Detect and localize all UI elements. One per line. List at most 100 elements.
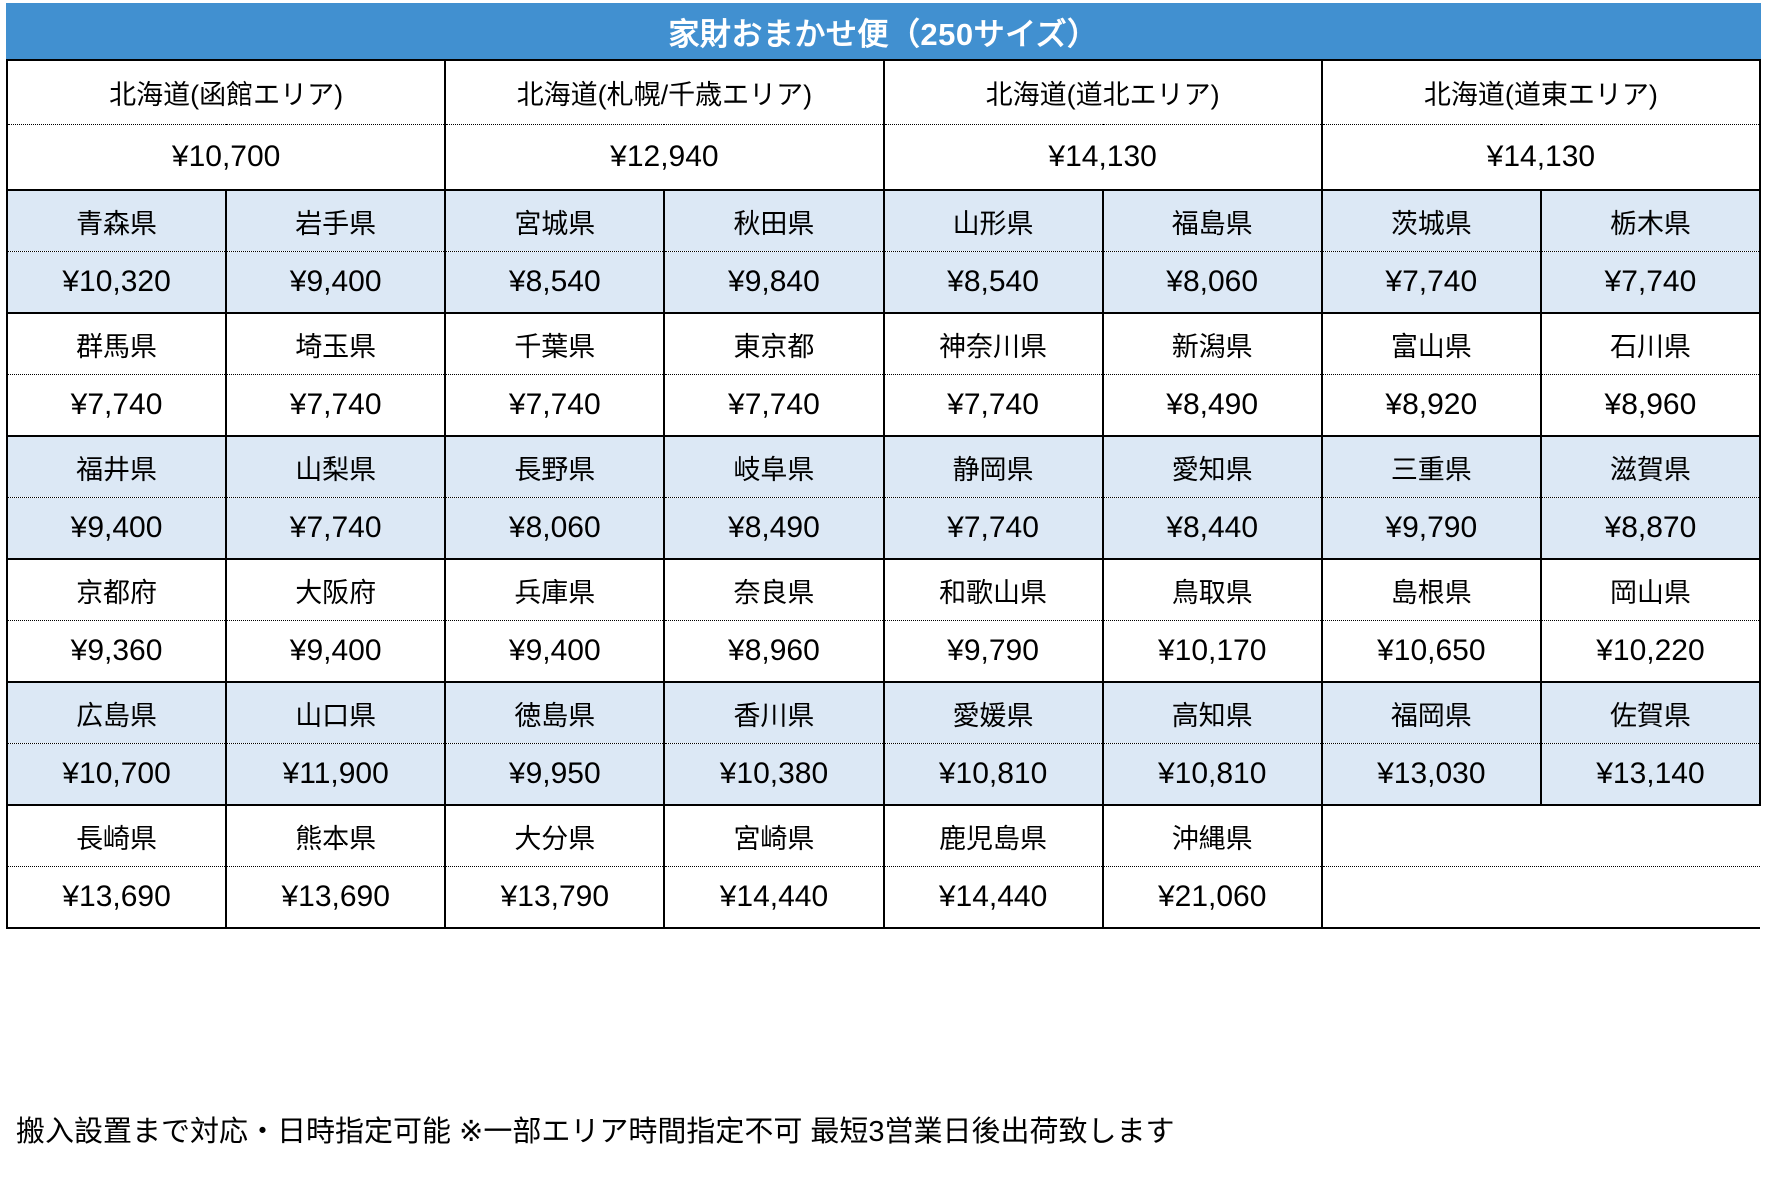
region-name-cell: 北海道(函館エリア) — [5, 59, 447, 125]
prefecture-name-cell: 愛知県 — [1101, 435, 1323, 498]
prefecture-name-cell: 神奈川県 — [882, 312, 1104, 375]
prefecture-name-cell: 京都府 — [5, 558, 228, 621]
prefecture-price-cell: ¥10,320 — [5, 251, 228, 314]
prefecture-name-cell: 三重県 — [1320, 435, 1542, 498]
prefecture-price-cell: ¥9,790 — [1320, 497, 1542, 560]
prefecture-name-cell: 島根県 — [1320, 558, 1542, 621]
prefecture-name-cell: 山形県 — [882, 189, 1104, 252]
prefecture-price-cell: ¥7,740 — [1539, 251, 1762, 314]
prefecture-name-cell: 新潟県 — [1101, 312, 1323, 375]
empty-cell — [1321, 866, 1541, 929]
region-price-cell: ¥12,940 — [444, 124, 885, 191]
prefecture-name-cell: 長崎県 — [5, 804, 228, 867]
prefecture-price-cell: ¥14,440 — [663, 866, 885, 929]
prefecture-price-cell: ¥10,380 — [663, 743, 885, 806]
prefecture-price-cell: ¥7,740 — [882, 374, 1104, 437]
prefecture-price-cell: ¥10,170 — [1101, 620, 1323, 683]
prefecture-name-cell: 福岡県 — [1320, 681, 1542, 744]
prefecture-price-cell: ¥10,220 — [1539, 620, 1762, 683]
prefecture-price-cell: ¥13,030 — [1320, 743, 1542, 806]
prefecture-name-cell: 滋賀県 — [1539, 435, 1762, 498]
prefecture-price-cell: ¥8,920 — [1320, 374, 1542, 437]
region-price-cell: ¥14,130 — [1320, 124, 1762, 191]
prefecture-price-cell: ¥13,690 — [225, 866, 447, 929]
prefecture-price-cell: ¥8,960 — [663, 620, 885, 683]
prefecture-price-cell: ¥8,490 — [1101, 374, 1323, 437]
region-name-cell: 北海道(道北エリア) — [882, 59, 1323, 125]
page-title: 家財おまかせ便（250サイズ） — [668, 16, 1099, 52]
prefecture-name-cell: 長野県 — [444, 435, 666, 498]
footer-note: 搬入設置まで対応・日時指定可能 ※一部エリア時間指定不可 最短3営業日後出荷致し… — [16, 1116, 1175, 1148]
prefecture-name-cell: 宮崎県 — [663, 804, 885, 867]
prefecture-price-cell: ¥7,740 — [225, 374, 447, 437]
prefecture-name-cell: 岐阜県 — [663, 435, 885, 498]
region-name-cell: 北海道(道東エリア) — [1320, 59, 1762, 125]
prefecture-name-cell: 東京都 — [663, 312, 885, 375]
prefecture-price-cell: ¥8,960 — [1539, 374, 1762, 437]
prefecture-price-cell: ¥13,790 — [444, 866, 666, 929]
prefecture-name-cell: 静岡県 — [882, 435, 1104, 498]
prefecture-price-cell: ¥7,740 — [225, 497, 447, 560]
prefecture-price-cell: ¥7,740 — [5, 374, 228, 437]
table-row-prefecture-names: 群馬県 埼玉県 千葉県 東京都 神奈川県 新潟県 富山県 石川県 — [5, 312, 1762, 375]
prefecture-name-cell: 鹿児島県 — [882, 804, 1104, 867]
region-price-cell: ¥14,130 — [882, 124, 1323, 191]
table-row-prefecture-names: 福井県 山梨県 長野県 岐阜県 静岡県 愛知県 三重県 滋賀県 — [5, 435, 1762, 498]
prefecture-name-cell: 高知県 — [1101, 681, 1323, 744]
prefecture-name-cell: 岩手県 — [225, 189, 447, 252]
table-row-prefecture-prices: ¥10,320 ¥9,400 ¥8,540 ¥9,840 ¥8,540 ¥8,0… — [5, 251, 1762, 314]
prefecture-name-cell: 福井県 — [5, 435, 228, 498]
prefecture-price-cell: ¥9,400 — [225, 620, 447, 683]
prefecture-price-cell: ¥7,740 — [444, 374, 666, 437]
table-row-prefecture-names: 長崎県 熊本県 大分県 宮崎県 鹿児島県 沖縄県 — [5, 804, 1760, 867]
prefecture-price-cell: ¥7,740 — [1320, 251, 1542, 314]
prefecture-name-cell: 富山県 — [1320, 312, 1542, 375]
table-row-prefecture-prices: ¥9,360 ¥9,400 ¥9,400 ¥8,960 ¥9,790 ¥10,1… — [5, 620, 1762, 683]
prefecture-name-cell: 奈良県 — [663, 558, 885, 621]
prefecture-price-cell: ¥9,950 — [444, 743, 666, 806]
table-row-region-prices: ¥10,700 ¥12,940 ¥14,130 ¥14,130 — [5, 124, 1762, 191]
prefecture-name-cell: 和歌山県 — [882, 558, 1104, 621]
prefecture-price-cell: ¥8,490 — [663, 497, 885, 560]
prefecture-price-cell: ¥13,140 — [1539, 743, 1762, 806]
prefecture-name-cell: 茨城県 — [1320, 189, 1542, 252]
prefecture-name-cell: 青森県 — [5, 189, 228, 252]
prefecture-name-cell: 群馬県 — [5, 312, 228, 375]
prefecture-price-cell: ¥10,650 — [1320, 620, 1542, 683]
table-body: 北海道(函館エリア) 北海道(札幌/千歳エリア) 北海道(道北エリア) 北海道(… — [5, 59, 1762, 929]
table-row-prefecture-names: 広島県 山口県 徳島県 香川県 愛媛県 高知県 福岡県 佐賀県 — [5, 681, 1762, 744]
prefecture-price-cell: ¥7,740 — [882, 497, 1104, 560]
prefecture-name-cell: 徳島県 — [444, 681, 666, 744]
table-row-prefecture-prices: ¥7,740 ¥7,740 ¥7,740 ¥7,740 ¥7,740 ¥8,49… — [5, 374, 1762, 437]
title-bar: 家財おまかせ便（250サイズ） — [6, 3, 1761, 59]
region-price-cell: ¥10,700 — [5, 124, 447, 191]
prefecture-name-cell: 香川県 — [663, 681, 885, 744]
empty-cell — [1321, 804, 1541, 867]
prefecture-price-cell: ¥8,540 — [444, 251, 666, 314]
prefecture-price-cell: ¥9,400 — [225, 251, 447, 314]
prefecture-name-cell: 兵庫県 — [444, 558, 666, 621]
prefecture-price-cell: ¥9,840 — [663, 251, 885, 314]
prefecture-price-cell: ¥8,870 — [1539, 497, 1762, 560]
table-row-prefecture-prices: ¥10,700 ¥11,900 ¥9,950 ¥10,380 ¥10,810 ¥… — [5, 743, 1762, 806]
prefecture-name-cell: 鳥取県 — [1101, 558, 1323, 621]
prefecture-price-cell: ¥21,060 — [1101, 866, 1323, 929]
prefecture-price-cell: ¥10,810 — [1101, 743, 1323, 806]
prefecture-price-cell: ¥8,060 — [444, 497, 666, 560]
prefecture-name-cell: 埼玉県 — [225, 312, 447, 375]
prefecture-name-cell: 秋田県 — [663, 189, 885, 252]
prefecture-name-cell: 沖縄県 — [1101, 804, 1323, 867]
prefecture-price-cell: ¥11,900 — [225, 743, 447, 806]
prefecture-name-cell: 佐賀県 — [1539, 681, 1762, 744]
prefecture-price-cell: ¥8,060 — [1101, 251, 1323, 314]
prefecture-price-cell: ¥8,440 — [1101, 497, 1323, 560]
prefecture-price-cell: ¥9,400 — [444, 620, 666, 683]
table-row-prefecture-names: 青森県 岩手県 宮城県 秋田県 山形県 福島県 茨城県 栃木県 — [5, 189, 1762, 252]
prefecture-name-cell: 石川県 — [1539, 312, 1762, 375]
empty-cell — [1540, 866, 1760, 929]
prefecture-name-cell: 山梨県 — [225, 435, 447, 498]
prefecture-name-cell: 大阪府 — [225, 558, 447, 621]
prefecture-price-cell: ¥9,360 — [5, 620, 228, 683]
region-name-cell: 北海道(札幌/千歳エリア) — [444, 59, 885, 125]
